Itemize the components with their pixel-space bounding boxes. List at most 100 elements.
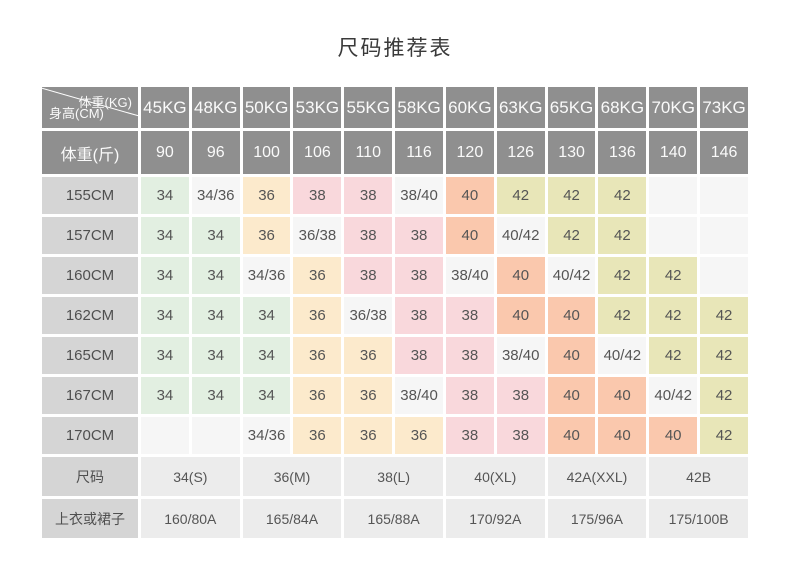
- size-value-cell: 36/38: [344, 297, 393, 334]
- size-value-cell: 38: [496, 417, 545, 454]
- page-title: 尺码推荐表: [337, 37, 453, 60]
- height-label-cell: 165CM: [42, 337, 138, 374]
- kg-header-cell: 63KG: [496, 87, 545, 128]
- height-label-cell: 155CM: [42, 177, 138, 214]
- kg-header-cell: 53KG: [293, 87, 342, 128]
- size-value-cell: 38: [344, 177, 393, 214]
- kg-header-cell: 50KG: [242, 87, 291, 128]
- size-value-cell: 40: [598, 417, 647, 454]
- kg-header-cell: 48KG: [191, 87, 240, 128]
- size-value-cell: [649, 217, 698, 254]
- size-value-cell: 36: [344, 377, 393, 414]
- size-value-cell: [700, 257, 748, 294]
- garment-label-cell: 上衣或裙子: [42, 499, 138, 538]
- size-value-cell: 38: [445, 377, 494, 414]
- size-value-cell: 40/42: [649, 377, 698, 414]
- size-value-cell: 36: [242, 217, 291, 254]
- garment-spec-cell: 165/88A: [344, 499, 443, 538]
- height-label-cell: 170CM: [42, 417, 138, 454]
- jin-value-cell: 106: [293, 131, 342, 174]
- corner-weight-kg-label: 体重(KG): [78, 95, 132, 110]
- size-value-cell: 40: [496, 257, 545, 294]
- size-value-cell: 40: [547, 417, 596, 454]
- size-value-cell: 38: [293, 177, 342, 214]
- height-label-cell: 167CM: [42, 377, 138, 414]
- size-value-cell: [191, 417, 240, 454]
- size-value-cell: 38/40: [496, 337, 545, 374]
- size-value-cell: 34: [191, 297, 240, 334]
- size-value-cell: 38: [344, 257, 393, 294]
- corner-height-cm-label: 身高(CM): [49, 106, 104, 121]
- size-value-cell: 40: [547, 377, 596, 414]
- jin-value-cell: 96: [191, 131, 240, 174]
- size-value-cell: 34: [141, 177, 189, 214]
- jin-label-cell: 体重(斤): [42, 131, 138, 174]
- size-value-cell: 42: [700, 417, 748, 454]
- size-value-cell: 36: [293, 417, 342, 454]
- size-value-cell: 38: [496, 377, 545, 414]
- size-value-cell: 36: [344, 417, 393, 454]
- jin-value-cell: 120: [445, 131, 494, 174]
- size-value-cell: 42: [598, 297, 647, 334]
- size-value-cell: 34: [242, 337, 291, 374]
- kg-header-cell: 65KG: [547, 87, 596, 128]
- size-value-cell: 42: [649, 337, 698, 374]
- kg-header-cell: 73KG: [700, 87, 748, 128]
- kg-header-cell: 45KG: [141, 87, 189, 128]
- size-value-cell: 34: [141, 257, 189, 294]
- size-code-cell: 34(S): [141, 457, 240, 496]
- size-value-cell: 36: [344, 337, 393, 374]
- size-value-cell: 40: [547, 337, 596, 374]
- size-value-cell: 36: [293, 377, 342, 414]
- jin-value-cell: 116: [395, 131, 443, 174]
- jin-value-cell: 90: [141, 131, 189, 174]
- size-value-cell: 34: [242, 297, 291, 334]
- height-label-cell: 157CM: [42, 217, 138, 254]
- size-value-cell: [141, 417, 189, 454]
- size-value-cell: 34: [191, 257, 240, 294]
- garment-spec-cell: 165/84A: [242, 499, 342, 538]
- size-value-cell: 38: [445, 417, 494, 454]
- size-value-cell: 34/36: [191, 177, 240, 214]
- kg-header-cell: 60KG: [445, 87, 494, 128]
- size-code-cell: 42B: [649, 457, 748, 496]
- size-value-cell: 38: [445, 297, 494, 334]
- size-value-cell: 42: [598, 177, 647, 214]
- size-value-cell: 42: [700, 337, 748, 374]
- size-value-cell: 42: [700, 377, 748, 414]
- size-value-cell: 34/36: [242, 257, 291, 294]
- size-value-cell: 40/42: [496, 217, 545, 254]
- size-value-cell: 36: [395, 417, 443, 454]
- garment-spec-cell: 160/80A: [141, 499, 240, 538]
- size-value-cell: 40: [547, 297, 596, 334]
- size-value-cell: 34: [141, 217, 189, 254]
- size-table: 体重(KG) 身高(CM) 45KG 48KG 50KG 53KG 55KG 58KG 60KG…: [39, 84, 751, 541]
- size-code-label-cell: 尺码: [42, 457, 138, 496]
- height-label-cell: 162CM: [42, 297, 138, 334]
- size-value-cell: 34: [141, 297, 189, 334]
- size-value-cell: 40: [445, 217, 494, 254]
- size-value-cell: 36: [293, 297, 342, 334]
- kg-header-cell: 70KG: [649, 87, 698, 128]
- size-value-cell: 34: [191, 217, 240, 254]
- size-value-cell: 42: [700, 297, 748, 334]
- jin-value-cell: 130: [547, 131, 596, 174]
- garment-spec-cell: 175/100B: [649, 499, 748, 538]
- jin-value-cell: 100: [242, 131, 291, 174]
- size-value-cell: 38: [344, 217, 393, 254]
- size-value-cell: 40: [496, 297, 545, 334]
- size-value-cell: 34: [191, 377, 240, 414]
- height-label-cell: 160CM: [42, 257, 138, 294]
- size-code-cell: 42A(XXL): [547, 457, 647, 496]
- size-value-cell: 34: [242, 377, 291, 414]
- size-value-cell: 38/40: [395, 177, 443, 214]
- size-value-cell: [700, 177, 748, 214]
- size-value-cell: 42: [496, 177, 545, 214]
- kg-header-cell: 68KG: [598, 87, 647, 128]
- size-value-cell: 38: [395, 257, 443, 294]
- size-value-cell: 36/38: [293, 217, 342, 254]
- size-value-cell: 38: [445, 337, 494, 374]
- size-code-cell: 40(XL): [445, 457, 545, 496]
- garment-spec-cell: 170/92A: [445, 499, 545, 538]
